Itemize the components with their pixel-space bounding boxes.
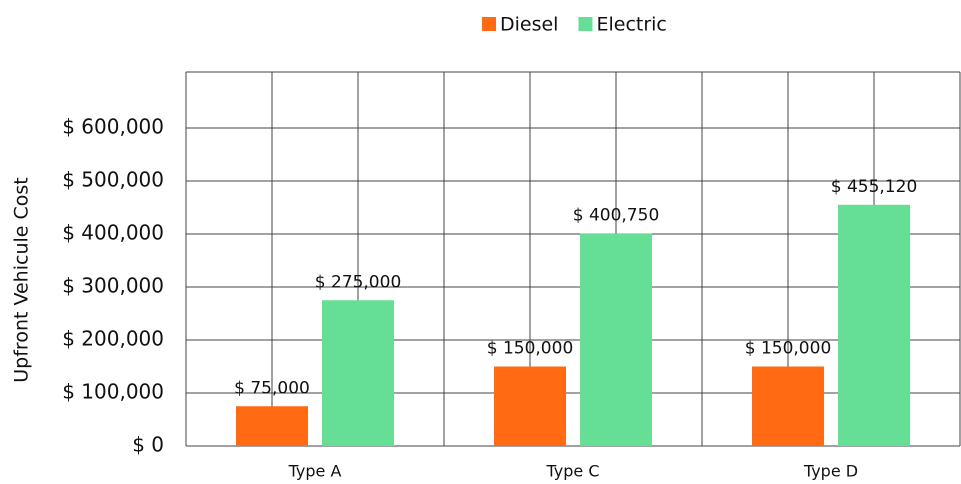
legend-swatch xyxy=(482,17,496,31)
bar xyxy=(322,300,394,446)
y-tick-label: $ 500,000 xyxy=(62,168,164,192)
y-tick-label: $ 600,000 xyxy=(62,115,164,139)
legend-label: Diesel xyxy=(500,14,558,36)
y-tick-label: $ 300,000 xyxy=(62,274,164,298)
x-tick-label: Type C xyxy=(545,462,599,481)
value-label: $ 150,000 xyxy=(487,339,574,359)
y-tick-label: $ 400,000 xyxy=(62,221,164,245)
legend-swatch xyxy=(578,17,593,31)
bar xyxy=(838,204,910,446)
value-label: $ 275,000 xyxy=(315,272,402,292)
value-label: $ 455,120 xyxy=(831,177,918,197)
x-tick-label: Type D xyxy=(803,462,858,481)
bar xyxy=(236,406,308,446)
bar xyxy=(752,366,824,446)
bar xyxy=(494,366,566,446)
y-tick-label: $ 0 xyxy=(132,433,164,457)
bar xyxy=(580,233,652,446)
legend-label: Electric xyxy=(596,14,666,36)
value-label: $ 150,000 xyxy=(745,339,832,359)
value-label: $ 400,750 xyxy=(573,206,660,226)
y-axis-label: Upfront Vehicule Cost xyxy=(11,177,33,382)
x-tick-label: Type A xyxy=(288,462,342,481)
y-tick-label: $ 100,000 xyxy=(62,380,164,404)
y-tick-label: $ 200,000 xyxy=(62,327,164,351)
value-label: $ 75,000 xyxy=(234,378,310,398)
